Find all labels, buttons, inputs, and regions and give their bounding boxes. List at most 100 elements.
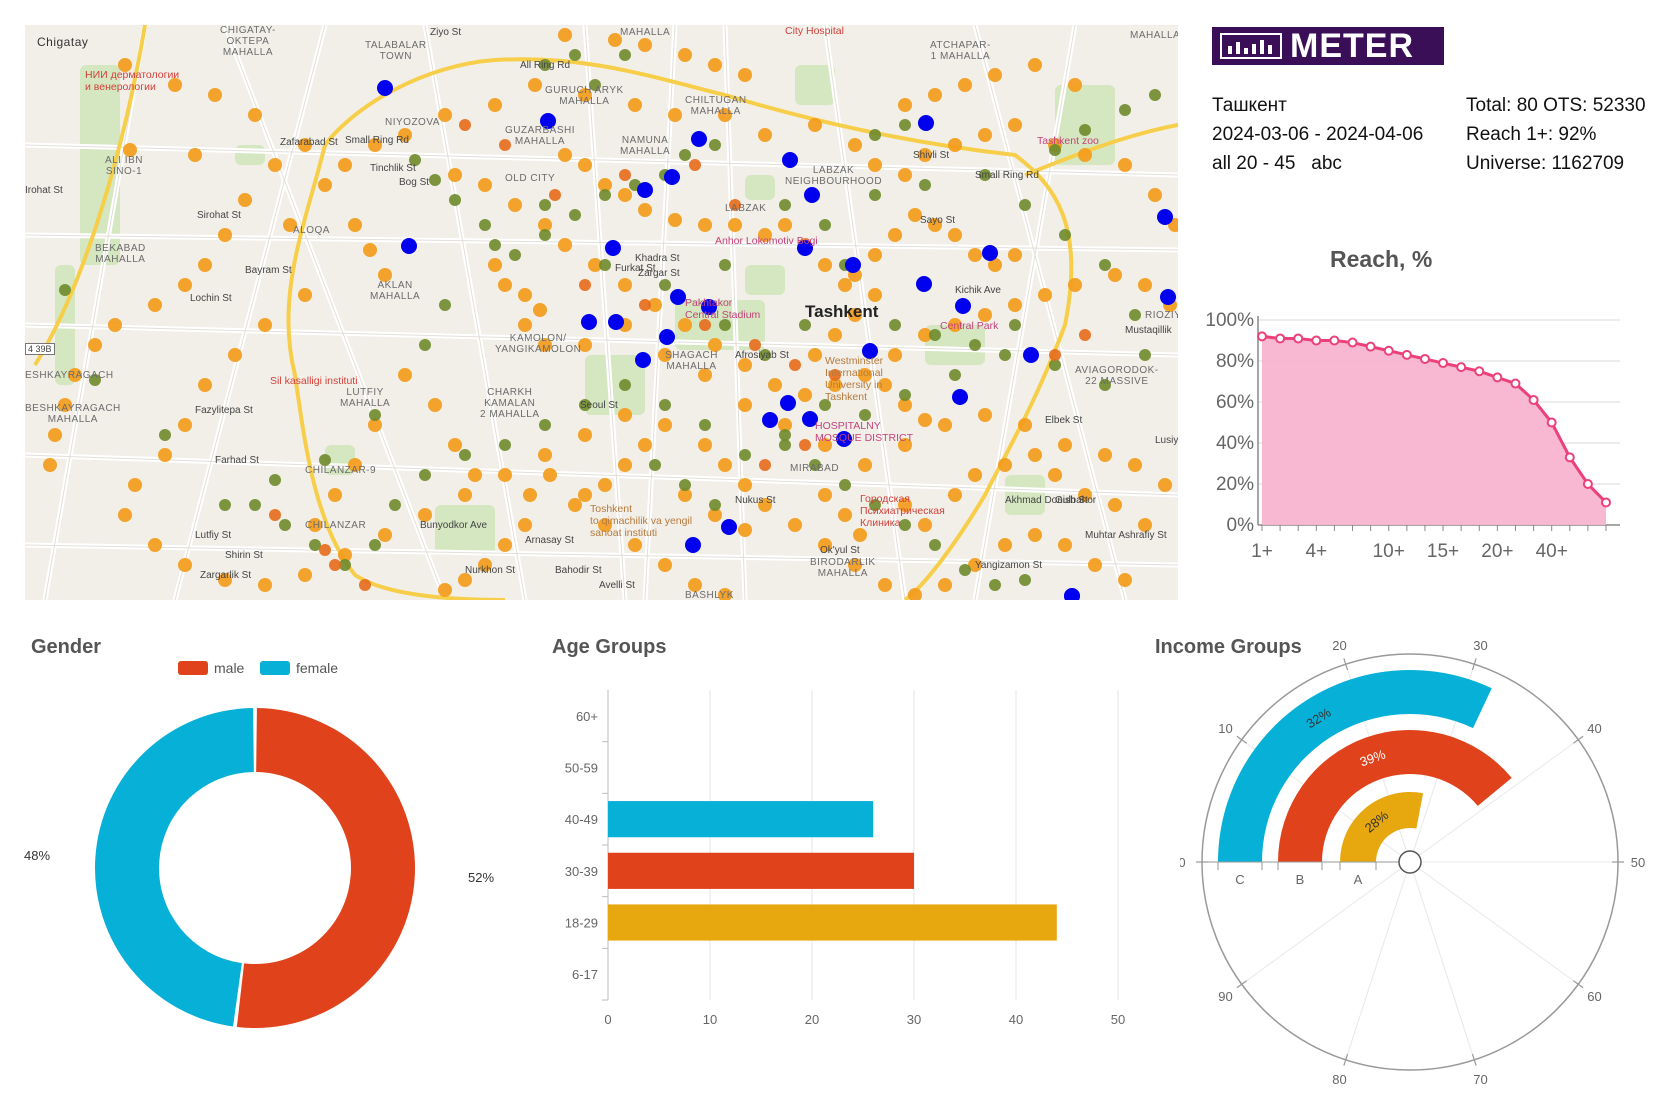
map-dot [658, 418, 672, 432]
map-street-label: Seoul St [580, 400, 618, 411]
map-dot [678, 318, 692, 332]
map-street-label: Lutfiy St [195, 530, 232, 541]
map-dot [1160, 289, 1176, 305]
map-park [435, 505, 495, 555]
map-street-label: Small Ring Rd [345, 135, 409, 146]
map-label-label: MAHALLA [620, 27, 671, 38]
income-bar-B [1278, 730, 1512, 862]
map[interactable]: Chigatay CHIGATAY- OKTEPA MAHALLA TALABALA… [25, 25, 1178, 600]
map-label-label: GURUCH ARYK MAHALLA [545, 85, 624, 107]
reach-point [1257, 331, 1267, 342]
age-y-tick: 60+ [576, 709, 598, 724]
map-dot [298, 288, 312, 302]
map-dot [459, 449, 471, 461]
map-dot [479, 219, 491, 231]
map-dot [619, 169, 631, 181]
map-label-label: NAMUNA MAHALLA [620, 135, 671, 157]
income-angle-tick: 50 [1631, 855, 1645, 870]
reach-point [1329, 335, 1340, 346]
map-dot [1019, 199, 1031, 211]
map-canvas[interactable] [25, 25, 1178, 600]
map-dot [738, 398, 752, 412]
info-city: Ташкент [1212, 95, 1287, 116]
map-dot [839, 479, 851, 491]
map-label-label: OLD CITY [505, 173, 556, 184]
map-dot [568, 498, 582, 512]
map-dot [89, 374, 101, 386]
map-label-label: BASHLYK [685, 590, 734, 600]
map-dot [308, 518, 322, 532]
map-street-label: Bunyodkor Ave [420, 520, 488, 531]
map-dot [608, 314, 624, 330]
map-dot [788, 518, 802, 532]
map-dot [637, 182, 653, 198]
reach-x-tick: 1+ [1251, 541, 1273, 562]
map-road-edge [974, 25, 1126, 600]
map-dot [1038, 288, 1052, 302]
map-dot [608, 33, 622, 47]
map-dot [618, 408, 632, 422]
map-dot [719, 259, 731, 271]
info-total: Total: 80 OTS: 52330 [1466, 95, 1646, 116]
map-dot [802, 411, 818, 427]
map-dot [969, 339, 981, 351]
gender-chart-title: Gender [31, 636, 102, 658]
map-dot [1058, 538, 1072, 552]
income-angle-tickmark [1236, 980, 1247, 989]
map-dot [758, 228, 772, 242]
map-dot [619, 379, 631, 391]
map-dot [488, 258, 502, 272]
map-dot [978, 128, 992, 142]
map-dot [738, 523, 752, 537]
map-dot [778, 218, 792, 232]
income-category-label-C: C [1235, 872, 1244, 887]
map-dot [948, 138, 962, 152]
map-dot [859, 409, 871, 421]
map-street-label: Sayo St [920, 215, 956, 226]
map-dot [478, 178, 492, 192]
map-dot [458, 573, 472, 587]
reach-y-tick: 80% [1216, 351, 1254, 372]
map-dot [1009, 319, 1021, 331]
map-dot [599, 189, 611, 201]
map-dot [658, 558, 672, 572]
map-dot [649, 459, 661, 471]
map-dot [988, 68, 1002, 82]
map-dot [858, 368, 872, 382]
map-dot [819, 219, 831, 231]
map-dot [283, 218, 297, 232]
map-street-label: All Ring Rd [520, 60, 571, 71]
map-dot [538, 218, 552, 232]
map-poi map-poi-brown-label: Westminster International University in … [825, 355, 884, 403]
map-dot [498, 278, 512, 292]
map-dot [709, 139, 721, 151]
map-dot [269, 509, 281, 521]
map-dot [908, 208, 922, 222]
map-dot [539, 59, 551, 71]
map-dot [979, 169, 991, 181]
age-chart-title: Age Groups [552, 636, 667, 658]
age-bar-18-29 [608, 904, 1057, 941]
map-dot [780, 395, 796, 411]
map-street-label: Lochin St [190, 293, 232, 304]
legend-label-male: male [214, 660, 245, 676]
map-dot [758, 498, 772, 512]
map-dot [178, 558, 192, 572]
map-dot [523, 488, 537, 502]
map-street-label: Nukus St [735, 495, 776, 506]
map-dot [499, 439, 511, 451]
map-dot [329, 559, 341, 571]
reach-point [1510, 378, 1521, 389]
map-dot [869, 189, 881, 201]
map-label-label: MIRABAD [790, 463, 840, 474]
map-dot [148, 298, 162, 312]
age-bar-30-39 [608, 852, 914, 889]
map-dot [768, 378, 782, 392]
map-park [585, 355, 645, 415]
map-dot [298, 568, 312, 582]
reach-point [1365, 341, 1376, 352]
map-dot [898, 168, 912, 182]
income-angle-tickmark [1573, 735, 1584, 744]
map-road-edge [824, 25, 906, 600]
